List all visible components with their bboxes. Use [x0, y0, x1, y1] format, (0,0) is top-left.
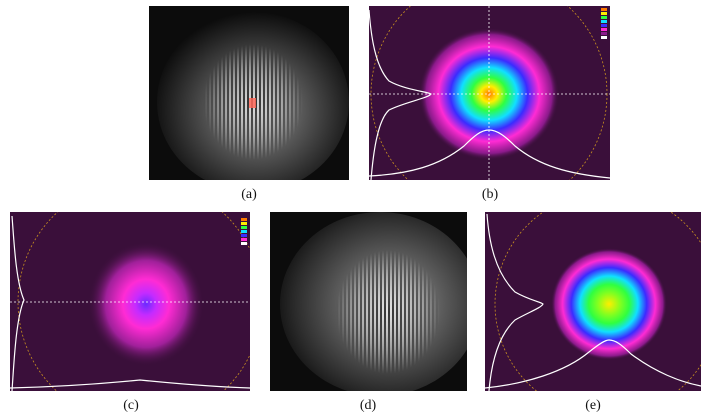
fringe-image-d — [270, 212, 467, 391]
fringe-image-d-graphic — [270, 212, 467, 391]
beam-profile-c — [10, 212, 250, 391]
beam-profile-b — [369, 6, 610, 180]
fringe-image-a-graphic — [149, 6, 349, 180]
fringe-image-a — [149, 6, 349, 180]
beam-profile-c-graphic — [10, 212, 250, 391]
caption-b: (b) — [481, 187, 499, 202]
caption-e: (e) — [585, 398, 601, 413]
caption-a: (a) — [241, 187, 257, 202]
center-marker — [249, 98, 256, 108]
caption-c: (c) — [123, 398, 139, 413]
beam-profile-e-graphic — [485, 212, 701, 391]
caption-d: (d) — [359, 398, 377, 413]
beam-profile-e — [485, 212, 701, 391]
beam-profile-b-graphic — [369, 6, 610, 180]
